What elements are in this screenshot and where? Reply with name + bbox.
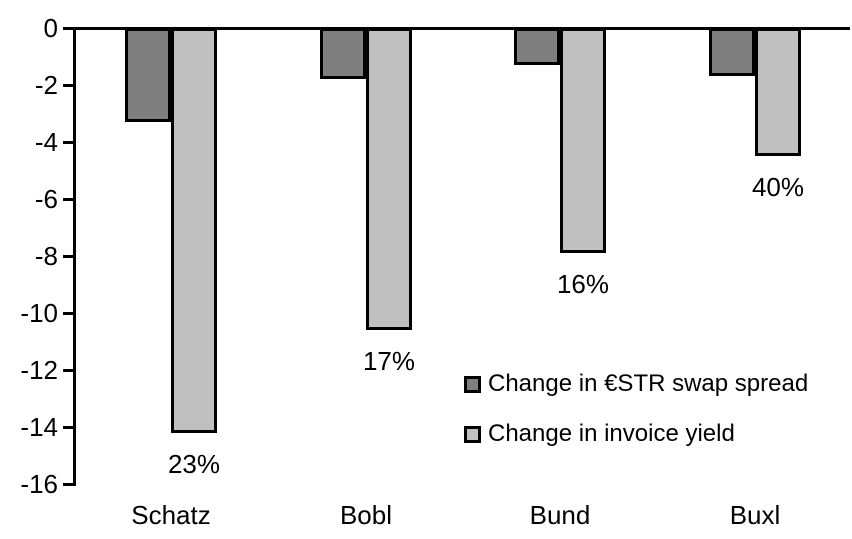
data-label-bund: 16% [556, 269, 610, 300]
y-tick-label: -12 [20, 355, 58, 385]
y-tick-label: -2 [34, 70, 58, 100]
bar-invoice-yield-bobl [366, 28, 412, 331]
x-axis-label-bund: Bund [529, 500, 591, 530]
y-tick-label: 0 [43, 13, 58, 43]
y-tick-label: -14 [20, 412, 58, 442]
x-axis-line [63, 26, 850, 30]
y-tick-mark [63, 197, 73, 201]
data-label-bobl: 17% [362, 346, 416, 377]
y-tick-mark [63, 83, 73, 87]
y-tick-mark [63, 254, 73, 258]
bar-swap-spread-schatz [125, 28, 171, 123]
legend-label: Change in invoice yield [488, 420, 735, 447]
bar-swap-spread-buxl [709, 28, 755, 77]
bar-swap-spread-bobl [320, 28, 366, 80]
y-tick-label: -10 [20, 298, 58, 328]
x-axis-label-bobl: Bobl [339, 500, 393, 530]
y-tick-mark [63, 425, 73, 429]
bar-invoice-yield-bund [560, 28, 606, 254]
legend-swatch-swap-spread [464, 375, 481, 393]
data-label-buxl: 40% [751, 172, 805, 203]
y-tick-mark [63, 368, 73, 372]
y-tick-mark [63, 482, 73, 486]
data-label-schatz: 23% [167, 448, 221, 479]
y-tick-mark [63, 311, 73, 315]
bar-swap-spread-bund [514, 28, 560, 66]
bar-invoice-yield-schatz [171, 28, 217, 433]
y-axis-line [73, 26, 76, 486]
bar-invoice-yield-buxl [755, 28, 801, 157]
x-axis-label-schatz: Schatz [131, 500, 211, 530]
y-tick-label: -4 [34, 127, 58, 157]
y-tick-label: -6 [34, 184, 58, 214]
legend-item-swap-spread: Change in €STR swap spread [464, 370, 808, 398]
x-axis-label-buxl: Buxl [729, 500, 781, 530]
y-tick-mark [63, 140, 73, 144]
legend-swatch-invoice-yield [464, 425, 481, 443]
legend-label: Change in €STR swap spread [488, 370, 809, 397]
y-tick-label: -16 [20, 469, 58, 499]
y-tick-label: -8 [34, 241, 58, 271]
legend-item-invoice-yield: Change in invoice yield [464, 420, 735, 448]
